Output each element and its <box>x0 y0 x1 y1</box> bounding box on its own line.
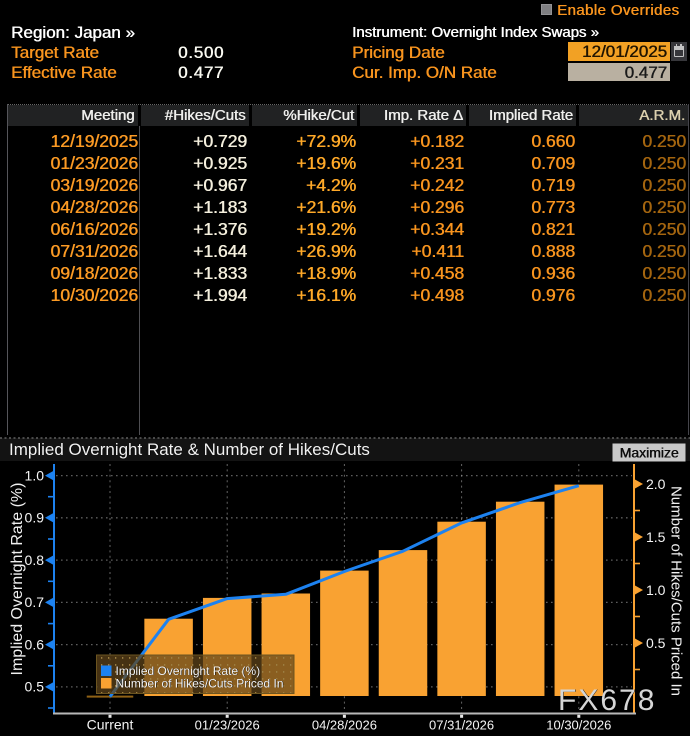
svg-text:2.0: 2.0 <box>646 476 666 492</box>
svg-text:01/23/2026: 01/23/2026 <box>195 718 260 733</box>
svg-text:07/31/2026: 07/31/2026 <box>429 718 494 733</box>
svg-text:1.0: 1.0 <box>25 467 45 483</box>
svg-text:Number of Hikes/Cuts Priced In: Number of Hikes/Cuts Priced In <box>116 676 284 690</box>
svg-text:0.5: 0.5 <box>646 635 666 651</box>
svg-text:0.6: 0.6 <box>25 636 45 652</box>
svg-text:Current: Current <box>87 717 134 733</box>
svg-text:Number of Hikes/Cuts Priced In: Number of Hikes/Cuts Priced In <box>667 486 684 696</box>
svg-text:10/30/2026: 10/30/2026 <box>546 718 611 733</box>
svg-text:0.9: 0.9 <box>25 510 45 526</box>
svg-text:0.8: 0.8 <box>25 552 45 568</box>
svg-text:Implied Overnight Rate (%): Implied Overnight Rate (%) <box>9 483 26 676</box>
svg-text:0.7: 0.7 <box>25 594 45 610</box>
svg-text:Implied Overnight Rate (%): Implied Overnight Rate (%) <box>116 664 261 678</box>
svg-text:FX678: FX678 <box>558 684 656 717</box>
svg-text:1.0: 1.0 <box>646 582 666 598</box>
svg-text:Implied Overnight Rate & Numbe: Implied Overnight Rate & Number of Hikes… <box>9 440 370 459</box>
svg-text:0.5: 0.5 <box>25 679 45 695</box>
svg-text:1.5: 1.5 <box>646 529 666 545</box>
svg-text:Maximize: Maximize <box>619 445 678 461</box>
svg-text:04/28/2026: 04/28/2026 <box>312 718 377 733</box>
